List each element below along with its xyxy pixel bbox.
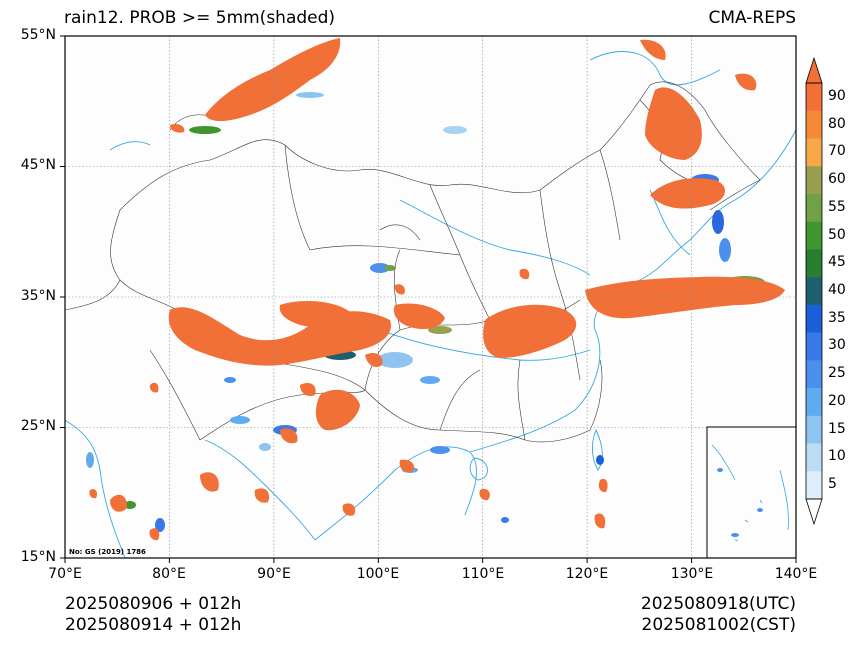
colorbar-label: 5: [828, 476, 837, 493]
colorbar: [805, 56, 823, 526]
valid-time-cst: 2025081002(CST): [641, 615, 796, 635]
init-time-cst: 2025080914 + 012h: [65, 615, 242, 635]
colorbar-label: 45: [828, 254, 846, 271]
lat-label-25: 25°N: [20, 418, 56, 434]
lat-label-35: 35°N: [20, 288, 56, 304]
map-approval-note: No: GS (2019) 1786: [69, 548, 146, 556]
colorbar-label: 60: [828, 171, 846, 188]
colorbar-label: 20: [828, 392, 846, 409]
lat-label-55: 55°N: [20, 27, 56, 43]
colorbar-lower-extend: [805, 498, 823, 526]
init-time-utc: 2025080906 + 012h: [65, 594, 242, 614]
colorbar-cell: [806, 110, 822, 139]
colorbar-cell: [806, 471, 822, 500]
axis-ticks: [60, 35, 797, 563]
lon-label-80: 80°E: [152, 566, 186, 582]
colorbar-cell: [806, 415, 822, 444]
valid-time-utc: 2025080918(UTC): [640, 594, 796, 614]
lat-label-45: 45°N: [20, 157, 56, 173]
colorbar-cell: [806, 443, 822, 472]
colorbar-upper-extend: [805, 56, 823, 84]
colorbar-label: 70: [828, 143, 846, 160]
lon-label-140: 140°E: [774, 566, 818, 582]
colorbar-label: 25: [828, 365, 846, 382]
high-prob-shading: [89, 38, 785, 541]
colorbar-cell: [806, 277, 822, 306]
colorbar-cell: [806, 249, 822, 278]
colorbar-label: 30: [828, 337, 846, 354]
model-name: CMA-REPS: [708, 8, 796, 28]
colorbar-cell: [806, 360, 822, 389]
colorbar-cell: [806, 332, 822, 361]
lon-label-120: 120°E: [565, 566, 609, 582]
colorbar-label: 50: [828, 226, 846, 243]
colorbar-cell: [806, 166, 822, 195]
lon-label-100: 100°E: [356, 566, 400, 582]
colorbar-label: 15: [828, 420, 846, 437]
gridlines: [65, 36, 796, 558]
lon-label-130: 130°E: [670, 566, 714, 582]
inset-map-frame: [706, 426, 796, 558]
colorbar-label: 55: [828, 198, 846, 215]
colorbar-cell: [806, 83, 822, 112]
colorbar-cell: [806, 138, 822, 167]
inset-shading: [717, 468, 763, 537]
colorbar-frame: [805, 82, 823, 500]
map-title: rain12. PROB >= 5mm(shaded): [64, 8, 336, 28]
colorbar-label: 10: [828, 448, 846, 465]
colorbar-cell: [806, 388, 822, 417]
colorbar-cell: [806, 221, 822, 250]
colorbar-cell: [806, 304, 822, 333]
colorbar-cell: [806, 193, 822, 222]
inset-coastlines: [711, 444, 789, 542]
colorbar-label: 80: [828, 115, 846, 132]
lon-label-70: 70°E: [48, 566, 82, 582]
lat-label-15: 15°N: [20, 549, 56, 565]
colorbar-label: 90: [828, 87, 846, 104]
lon-label-90: 90°E: [257, 566, 291, 582]
lon-label-110: 110°E: [461, 566, 505, 582]
colorbar-label: 35: [828, 309, 846, 326]
colorbar-label: 40: [828, 282, 846, 298]
